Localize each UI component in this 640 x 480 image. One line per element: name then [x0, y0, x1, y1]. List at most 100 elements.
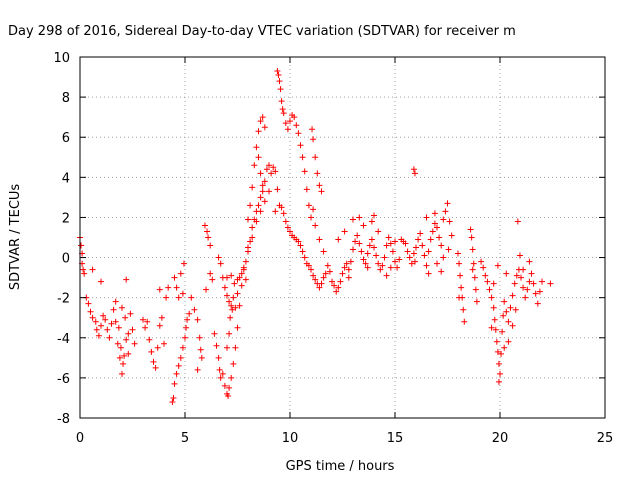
- data-point: [468, 234, 475, 241]
- data-point: [490, 280, 497, 287]
- data-point: [410, 250, 417, 257]
- data-point: [387, 240, 394, 247]
- data-point: [205, 234, 212, 241]
- data-point: [301, 254, 308, 261]
- data-point: [434, 260, 440, 267]
- data-point: [231, 280, 238, 287]
- data-point: [419, 242, 426, 249]
- data-point: [245, 216, 251, 223]
- data-point: [320, 248, 327, 255]
- data-point: [230, 360, 237, 367]
- data-point: [410, 166, 417, 173]
- data-point: [268, 170, 275, 177]
- data-point: [312, 154, 319, 161]
- data-point: [272, 168, 279, 175]
- data-point: [520, 284, 527, 291]
- data-point: [259, 114, 266, 121]
- data-point: [501, 298, 508, 305]
- data-point: [232, 304, 239, 311]
- x-tick-labels: 0 5 10 15 20 25: [76, 431, 613, 446]
- data-point: [226, 384, 233, 391]
- data-point: [142, 324, 149, 331]
- data-point: [396, 256, 403, 263]
- y-tick-label: 4: [62, 171, 70, 186]
- data-point: [203, 286, 209, 293]
- data-point: [123, 276, 130, 283]
- data-point: [408, 260, 415, 267]
- data-point: [492, 326, 499, 333]
- data-point: [216, 366, 223, 373]
- data-point: [242, 276, 249, 283]
- data-point: [217, 260, 224, 267]
- data-point: [177, 270, 184, 277]
- data-point: [326, 268, 333, 275]
- data-point: [488, 324, 495, 331]
- data-point: [505, 338, 512, 345]
- data-point: [249, 184, 256, 191]
- data-point: [427, 236, 434, 243]
- data-point: [263, 166, 270, 173]
- data-point: [175, 362, 182, 369]
- data-point: [520, 266, 527, 273]
- x-tick-label: 10: [282, 431, 299, 446]
- data-point: [491, 316, 498, 323]
- data-point: [274, 68, 281, 75]
- data-point: [127, 310, 134, 317]
- data-point: [314, 170, 321, 177]
- data-point: [518, 274, 524, 281]
- data-point: [440, 254, 447, 261]
- data-point: [387, 264, 394, 271]
- data-points: [77, 68, 554, 405]
- data-point: [310, 272, 317, 279]
- data-point: [497, 370, 503, 377]
- data-point: [310, 206, 317, 213]
- data-point: [85, 300, 92, 307]
- data-point: [247, 202, 254, 209]
- data-point: [163, 294, 170, 301]
- data-point: [501, 344, 508, 351]
- x-tick-label: 15: [387, 431, 404, 446]
- data-point: [345, 266, 352, 273]
- data-point: [123, 336, 130, 343]
- data-point: [175, 294, 182, 301]
- data-point: [356, 240, 363, 247]
- data-point: [436, 234, 443, 241]
- data-point: [152, 364, 159, 371]
- data-point: [329, 278, 335, 285]
- data-point: [226, 298, 233, 305]
- data-point: [280, 210, 287, 217]
- data-point: [431, 210, 438, 217]
- data-point: [104, 326, 111, 333]
- data-point: [337, 278, 344, 285]
- data-point: [115, 324, 122, 331]
- data-point: [352, 238, 359, 245]
- data-point: [125, 350, 132, 357]
- data-point: [154, 344, 161, 351]
- data-point: [221, 382, 228, 389]
- data-point: [297, 242, 304, 249]
- data-point: [125, 330, 132, 337]
- data-point: [81, 270, 88, 277]
- data-point: [448, 232, 455, 239]
- data-point: [360, 222, 367, 229]
- data-point: [169, 398, 176, 405]
- data-point: [173, 370, 180, 377]
- data-point: [423, 262, 430, 269]
- data-point: [456, 260, 463, 267]
- data-point: [484, 278, 491, 285]
- data-point: [171, 274, 178, 281]
- y-tick-label: -8: [57, 412, 70, 427]
- data-point: [389, 248, 396, 255]
- data-point: [287, 228, 293, 235]
- data-point: [282, 120, 289, 127]
- data-point: [303, 186, 310, 193]
- data-point: [122, 314, 129, 321]
- data-point: [131, 340, 138, 347]
- data-point: [335, 284, 342, 291]
- data-point: [364, 250, 371, 257]
- data-point: [275, 72, 282, 79]
- data-point: [129, 326, 136, 333]
- data-point: [493, 338, 500, 345]
- data-point: [234, 290, 241, 297]
- data-point: [257, 194, 264, 201]
